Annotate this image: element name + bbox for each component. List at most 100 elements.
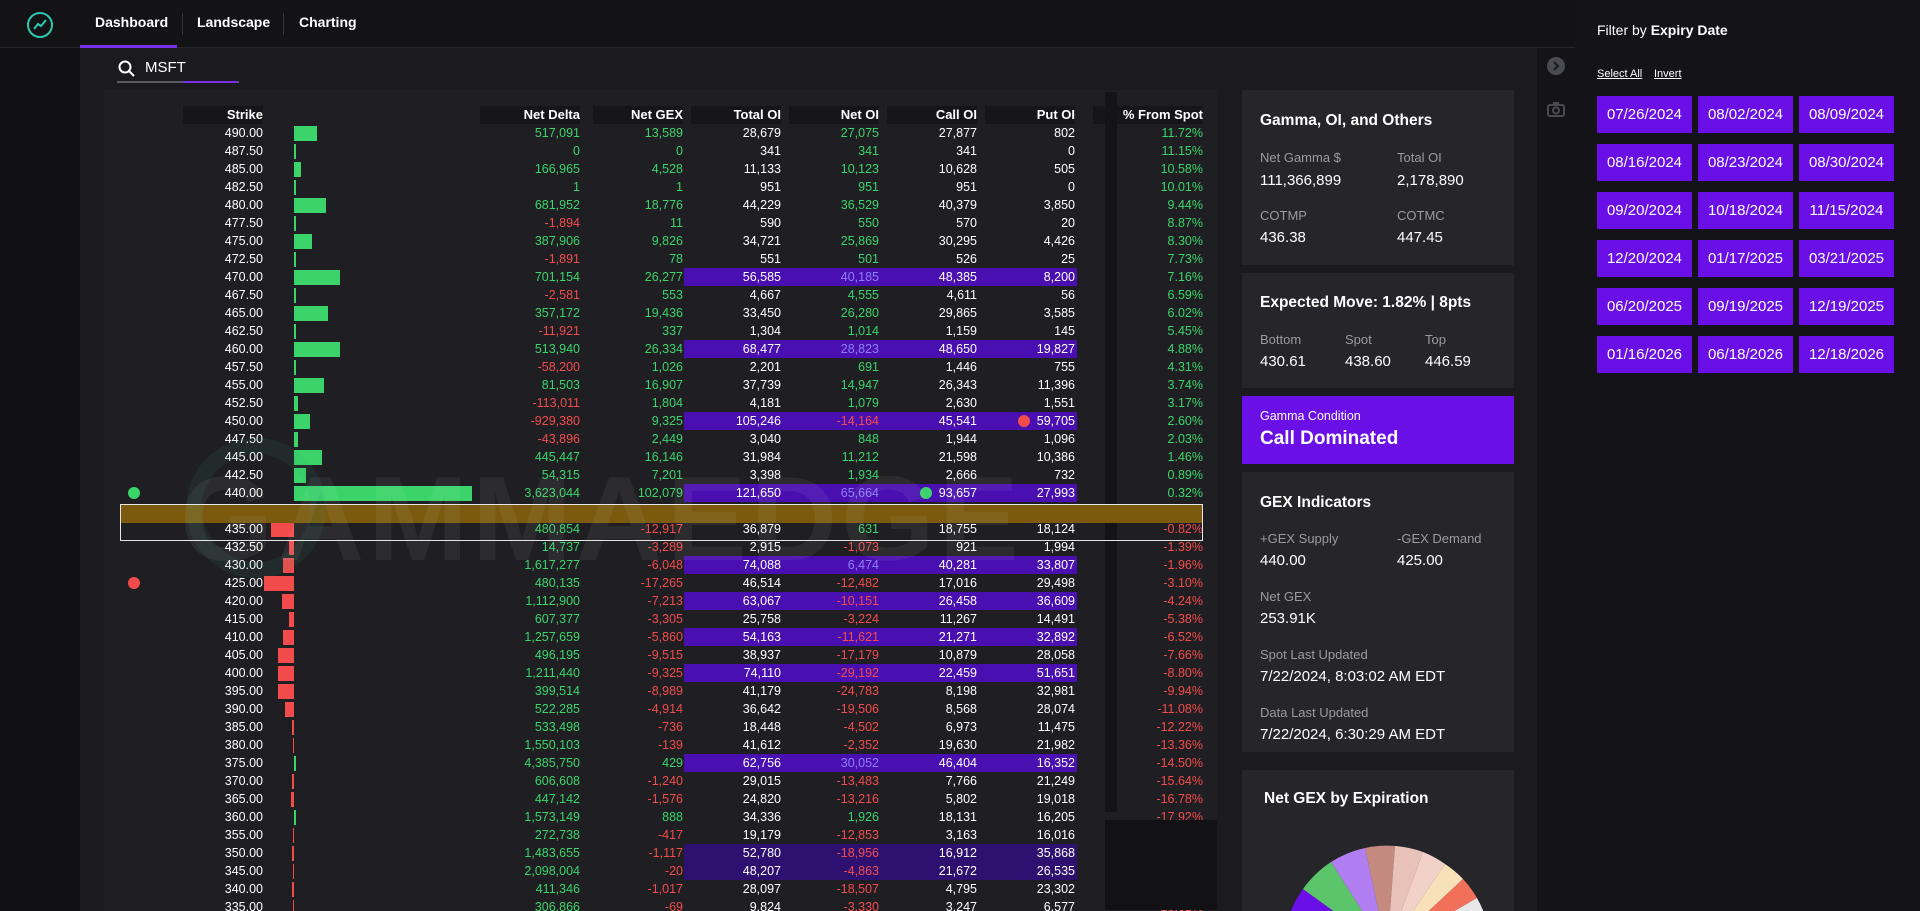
expiry-date-button[interactable]: 01/16/2026	[1597, 336, 1692, 373]
cell-pct: -11.08%	[1157, 702, 1203, 716]
expiry-date-button[interactable]: 11/15/2024	[1799, 192, 1894, 229]
expiry-date-button[interactable]: 12/20/2024	[1597, 240, 1692, 277]
table-scrollbar[interactable]	[1105, 92, 1117, 812]
invert-link[interactable]: Invert	[1654, 68, 1682, 80]
select-all-link[interactable]: Select All	[1597, 68, 1643, 80]
table-row[interactable]: 487.50 0 0 341 341 341 0 11.15%	[120, 142, 1206, 160]
table-row[interactable]: 480.00 681,952 18,776 44,229 36,529 40,379 3,8…	[120, 196, 1206, 214]
cell-total: 28,679	[742, 126, 781, 140]
expiry-date-button[interactable]: 09/20/2024	[1597, 192, 1692, 229]
tab-landscape[interactable]: Landscape	[197, 14, 271, 30]
table-row[interactable]: 375.00 4,385,750 429 62,756 30,052 46,404 16,3…	[120, 754, 1206, 772]
table-row[interactable]: 400.00 1,211,440 -9,325 74,110 -29,192 22,459…	[120, 664, 1206, 682]
expiry-date-button[interactable]: 07/26/2024	[1597, 96, 1692, 133]
expiry-date-button[interactable]: 10/18/2024	[1698, 192, 1793, 229]
table-row[interactable]: 475.00 387,906 9,826 34,721 25,869 30,295 4,42…	[120, 232, 1206, 250]
cell-strike: 385.00	[224, 720, 263, 734]
cell-delta: 166,965	[534, 162, 580, 176]
table-row[interactable]: 455.00 81,503 16,907 37,739 14,947 26,343 11,3…	[120, 376, 1206, 394]
cell-pct: 8.30%	[1167, 234, 1203, 248]
table-row[interactable]: 420.00 1,112,900 -7,213 63,067 -10,151 26,458…	[120, 592, 1206, 610]
camera-icon[interactable]	[1546, 99, 1566, 119]
chart-logo-icon[interactable]	[26, 11, 54, 39]
column-header[interactable]: Net Delta	[480, 106, 580, 124]
column-header[interactable]: Strike	[183, 106, 263, 124]
column-header[interactable]: Net OI	[789, 106, 879, 124]
table-row[interactable]: 350.00 1,483,655 -1,117 52,780 -18,956 16,912…	[120, 844, 1206, 862]
cell-net: 951	[858, 180, 879, 194]
column-header[interactable]: Total OI	[691, 106, 781, 124]
table-row[interactable]: 345.00 2,098,004 -20 48,207 -4,863 21,672 26,5…	[120, 862, 1206, 880]
expiry-date-button[interactable]: 01/17/2025	[1698, 240, 1793, 277]
table-row[interactable]: 490.00 517,091 13,589 28,679 27,075 27,877 802…	[120, 124, 1206, 142]
tab-charting[interactable]: Charting	[299, 14, 357, 30]
chevron-right-icon[interactable]	[1546, 56, 1566, 76]
table-row[interactable]: 470.00 701,154 26,277 56,585 40,185 48,385 8,2…	[120, 268, 1206, 286]
table-row[interactable]: 465.00 357,172 19,436 33,450 26,280 29,865 3,5…	[120, 304, 1206, 322]
gex-bar	[294, 144, 296, 159]
table-row[interactable]: 390.00 522,285 -4,914 36,642 -19,506 8,568 28,…	[120, 700, 1206, 718]
table-row[interactable]: 485.00 166,965 4,528 11,133 10,123 10,628 505 1…	[120, 160, 1206, 178]
cell-pct: 2.60%	[1167, 414, 1203, 428]
table-row[interactable]: 370.00 606,608 -1,240 29,015 -13,483 7,766 21,…	[120, 772, 1206, 790]
table-row[interactable]: 365.00 447,142 -1,576 24,820 -13,216 5,802 19,…	[120, 790, 1206, 808]
cell-pct: -4.24%	[1163, 594, 1203, 608]
cell-strike: 490.00	[224, 126, 263, 140]
column-header[interactable]: Net GEX	[593, 106, 683, 124]
table-row[interactable]: 460.00 513,940 26,334 68,477 28,823 48,650 19,…	[120, 340, 1206, 358]
table-row[interactable]: 450.00 -929,380 9,325 105,246 -14,164 45,541 5…	[120, 412, 1206, 430]
cell-gex: -9,325	[647, 666, 683, 680]
cell-pct: 6.02%	[1167, 306, 1203, 320]
table-row[interactable]: 405.00 496,195 -9,515 38,937 -17,179 10,879 28…	[120, 646, 1206, 664]
table-row[interactable]: 380.00 1,550,103 -139 41,612 -2,352 19,630 21,…	[120, 736, 1206, 754]
table-row[interactable]: 360.00 1,573,149 888 34,336 1,926 18,131 16,20…	[120, 808, 1206, 826]
nav-divider	[182, 13, 183, 35]
table-row[interactable]: 452.50 -113,011 1,804 4,181 1,079 2,630 1,551 3…	[120, 394, 1206, 412]
cell-total: 9,824	[749, 900, 781, 911]
search-input[interactable]: MSFT	[145, 59, 186, 76]
table-row[interactable]: 472.50 -1,891 78 551 501 526 25 7.73%	[120, 250, 1206, 268]
cell-call: 27,877	[938, 126, 977, 140]
table-row[interactable]: 457.50 -58,200 1,026 2,201 691 1,446 755 4.31%	[120, 358, 1206, 376]
table-row[interactable]: 395.00 399,514 -8,989 41,179 -24,783 8,198 32,…	[120, 682, 1206, 700]
cell-put: 6,577	[1043, 900, 1075, 911]
table-row[interactable]: 385.00 533,498 -736 18,448 -4,502 6,973 11,475…	[120, 718, 1206, 736]
table-row[interactable]: 335.00306,866-699,824-3,3303,2476,577-23…	[120, 898, 1206, 911]
expiry-date-button[interactable]: 08/23/2024	[1698, 144, 1793, 181]
table-row[interactable]: 410.00 1,257,659 -5,860 54,163 -11,621 21,271…	[120, 628, 1206, 646]
cell-call: 8,198	[945, 684, 977, 698]
expiry-date-button[interactable]: 09/19/2025	[1698, 288, 1793, 325]
expiry-date-button[interactable]: 06/20/2025	[1597, 288, 1692, 325]
table-row[interactable]: 462.50 -11,921 337 1,304 1,014 1,159 145 5.45%	[120, 322, 1206, 340]
expiry-date-button[interactable]: 06/18/2026	[1698, 336, 1793, 373]
table-row[interactable]: 415.00 607,377 -3,305 25,758 -3,224 11,267 14,…	[120, 610, 1206, 628]
cell-put: 755	[1054, 360, 1075, 374]
expiry-date-button[interactable]: 03/21/2025	[1799, 240, 1894, 277]
table-row[interactable]: 355.00 272,738 -417 19,179 -12,853 3,163 16,01…	[120, 826, 1206, 844]
cell-delta: 1,573,149	[524, 810, 580, 824]
table-row[interactable]: 445.00 445,447 16,146 31,984 11,212 21,598 10,…	[120, 448, 1206, 466]
column-header[interactable]: % From Spot	[1093, 106, 1203, 124]
table-row[interactable]: 477.50 -1,894 11 590 550 570 20 8.87%	[120, 214, 1206, 232]
expiry-date-button[interactable]: 08/09/2024	[1799, 96, 1894, 133]
table-row[interactable]: 467.50 -2,581 553 4,667 4,555 4,611 56 6.59%	[120, 286, 1206, 304]
column-header[interactable]: Call OI	[887, 106, 977, 124]
ticker-search[interactable]: MSFT	[117, 55, 239, 83]
cell-pct: 9.44%	[1167, 198, 1203, 212]
gex-indicators-card: GEX Indicators +GEX Supply 440.00 -GEX D…	[1242, 472, 1514, 752]
cell-pct: -12.22%	[1156, 720, 1203, 734]
expiry-date-button[interactable]: 08/30/2024	[1799, 144, 1894, 181]
expiry-date-button[interactable]: 12/19/2025	[1799, 288, 1894, 325]
gex-bar	[292, 828, 294, 843]
table-row[interactable]: 340.00 411,346 -1,017 28,097 -18,507 4,795 23,…	[120, 880, 1206, 898]
expiry-date-button[interactable]: 08/16/2024	[1597, 144, 1692, 181]
cell-call: 2,666	[945, 468, 977, 482]
column-header[interactable]: Put OI	[985, 106, 1075, 124]
table-row[interactable]: 440.00 3,623,044 102,079 121,650 65,664 93,65…	[120, 484, 1206, 502]
gex-bar	[294, 288, 296, 303]
table-row[interactable]: 425.00 480,135 -17,265 46,514 -12,482 17,016 2…	[120, 574, 1206, 592]
expiry-date-button[interactable]: 12/18/2026	[1799, 336, 1894, 373]
table-row[interactable]: 482.50 1 1 951 951 951 0 10.01%	[120, 178, 1206, 196]
tab-dashboard[interactable]: Dashboard	[95, 14, 169, 30]
expiry-date-button[interactable]: 08/02/2024	[1698, 96, 1793, 133]
